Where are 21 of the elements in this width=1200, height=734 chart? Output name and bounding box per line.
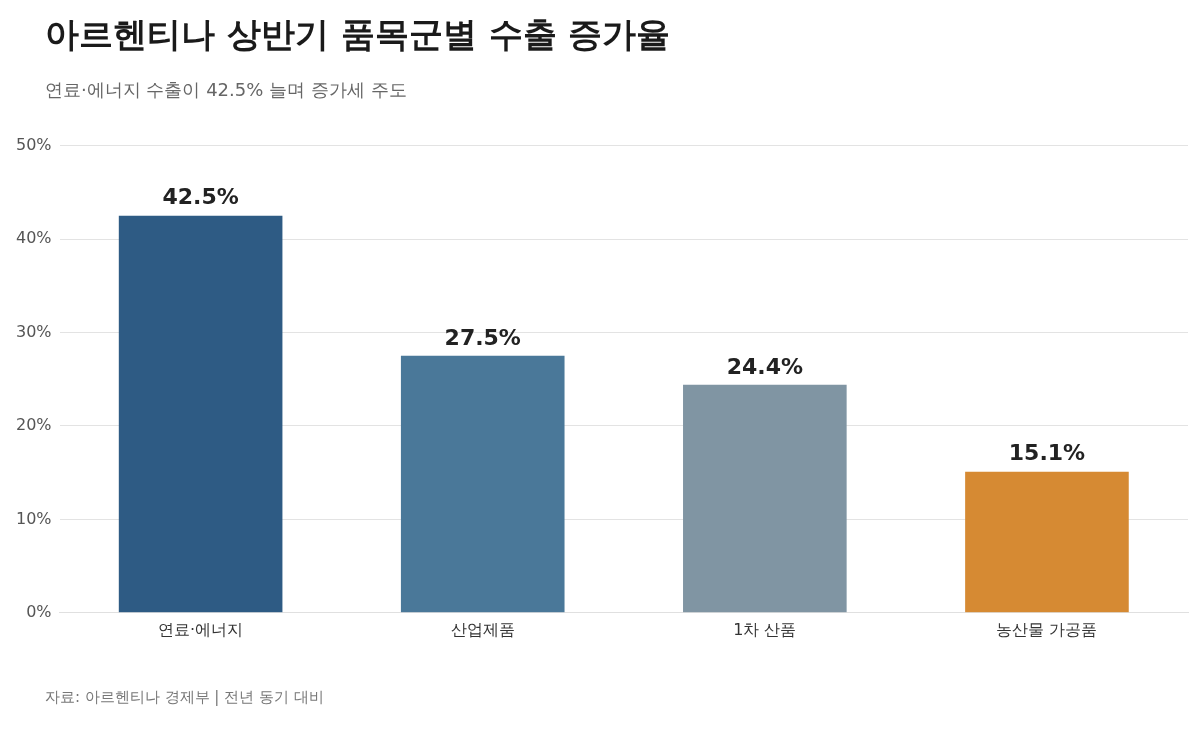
data-label: 15.1% (1008, 440, 1086, 466)
x-tick-label: 농산물 가공품 (996, 619, 1098, 639)
y-tick-label: 40% (16, 228, 52, 248)
y-tick-label: 0% (26, 601, 52, 621)
bar (683, 384, 847, 613)
data-label: 27.5% (444, 324, 521, 350)
y-tick-label: 10% (16, 508, 52, 528)
data-label: 42.5% (162, 184, 239, 210)
bar (965, 471, 1129, 613)
data-label: 24.4% (726, 353, 803, 379)
x-tick-label: 연료·에너지 (158, 619, 244, 639)
text: 자료: 아르헨티나 경제부 | 전년 동기 대비 (44, 687, 325, 707)
chart-subtitle: 연료·에너지 수출이 42.5% 늘며 증가세 주도 (44, 78, 408, 102)
bar (118, 215, 283, 613)
x-tick-label: 산업제품 (450, 619, 515, 639)
y-tick-label: 20% (16, 415, 52, 435)
chart-title: 아르헨티나 상반기 품목군별 수출 증가율 (44, 13, 672, 56)
y-tick-label: 50% (16, 134, 52, 154)
bar (400, 355, 565, 613)
x-tick-label: 1차 산품 (733, 619, 797, 639)
y-tick-label: 30% (16, 321, 52, 341)
